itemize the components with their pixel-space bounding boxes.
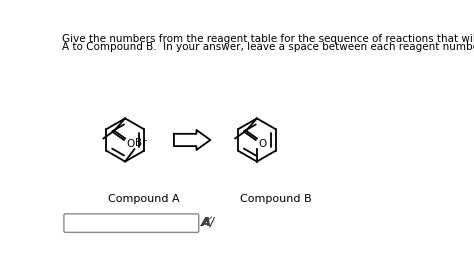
Text: A/: A/ (202, 216, 215, 229)
Text: Compound B: Compound B (240, 194, 311, 204)
Text: O: O (258, 139, 267, 149)
Polygon shape (174, 130, 210, 150)
Text: Br: Br (135, 139, 146, 148)
Text: Compound A: Compound A (108, 194, 180, 204)
Text: A to Compound B.  In your answer, leave a space between each reagent number.: A to Compound B. In your answer, leave a… (63, 42, 474, 52)
FancyBboxPatch shape (64, 214, 199, 232)
Text: Give the numbers from the reagent table for the sequence of reactions that will : Give the numbers from the reagent table … (63, 35, 474, 44)
Text: O: O (127, 139, 135, 149)
Text: A̸: A̸ (202, 217, 211, 230)
